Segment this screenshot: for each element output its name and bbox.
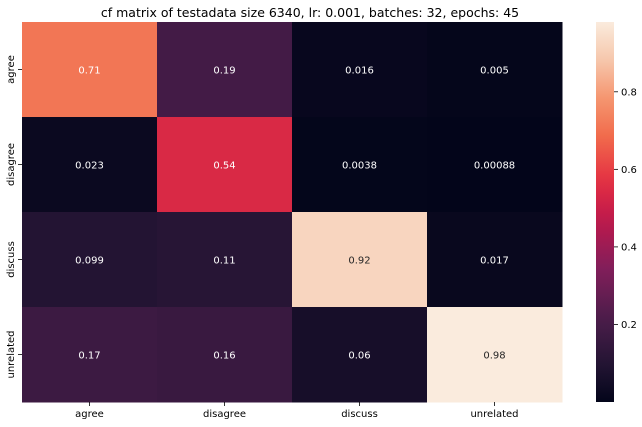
colorbar-tick-label: 0.8 [621,87,637,98]
cell-value-label: 0.98 [483,351,505,362]
x-tick-label: discuss [341,409,378,420]
colorbar-gradient [596,22,614,402]
heatmap-cell [292,212,428,308]
heatmap-cell [157,212,293,308]
heatmap-cell [22,22,158,118]
cell-value-label: 0.0038 [342,161,377,172]
cell-value-label: 0.005 [480,66,509,77]
cell-value-label: 0.023 [75,161,104,172]
cell-value-label: 0.017 [480,256,509,267]
chart-title: cf matrix of testadata size 6340, lr: 0.… [101,5,519,20]
x-tick-label: disagree [203,409,246,420]
heatmap-cell [427,22,563,118]
heatmap-cell [292,117,428,213]
x-tick-label: unrelated [470,409,518,420]
cell-value-label: 0.06 [348,351,370,362]
cell-value-label: 0.92 [348,256,370,267]
y-axis: agree disagree discuss unrelated [6,55,22,379]
heatmap-cell [157,117,293,213]
heatmap-cells [22,22,563,403]
cell-value-label: 0.54 [213,161,235,172]
cell-value-label: 0.71 [78,66,100,77]
cell-value-label: 0.00088 [474,161,515,172]
x-tick-label: agree [75,409,104,420]
cell-value-label: 0.19 [213,66,235,77]
colorbar-tick-label: 0.4 [621,242,637,253]
heatmap-cell [292,22,428,118]
heatmap-cell [22,307,158,403]
cell-value-label: 0.16 [213,351,235,362]
colorbar-tick-label: 0.2 [621,320,637,331]
cell-value-label: 0.17 [78,351,100,362]
x-axis: agree disagree discuss unrelated [75,402,519,420]
heatmap-cell [427,117,563,213]
heatmap-cell-labels: 0.71 0.19 0.016 0.005 0.023 0.54 0.0038 0.00088… [75,66,515,362]
cell-value-label: 0.11 [213,256,235,267]
heatmap-cell [292,307,428,403]
colorbar: 0.2 0.4 0.6 0.8 [596,22,637,402]
y-tick-label: discuss [6,241,17,278]
y-tick-label: agree [6,55,17,84]
y-tick-label: disagree [6,143,17,186]
heatmap-cell [427,307,563,403]
colorbar-tick-label: 0.6 [621,165,637,176]
y-tick-label: unrelated [6,330,17,378]
heatmap-cell [157,307,293,403]
heatmap-cell [22,117,158,213]
cell-value-label: 0.016 [345,66,374,77]
heatmap-cell [22,212,158,308]
heatmap-cell [427,212,563,308]
heatmap-cell [157,22,293,118]
cell-value-label: 0.099 [75,256,104,267]
